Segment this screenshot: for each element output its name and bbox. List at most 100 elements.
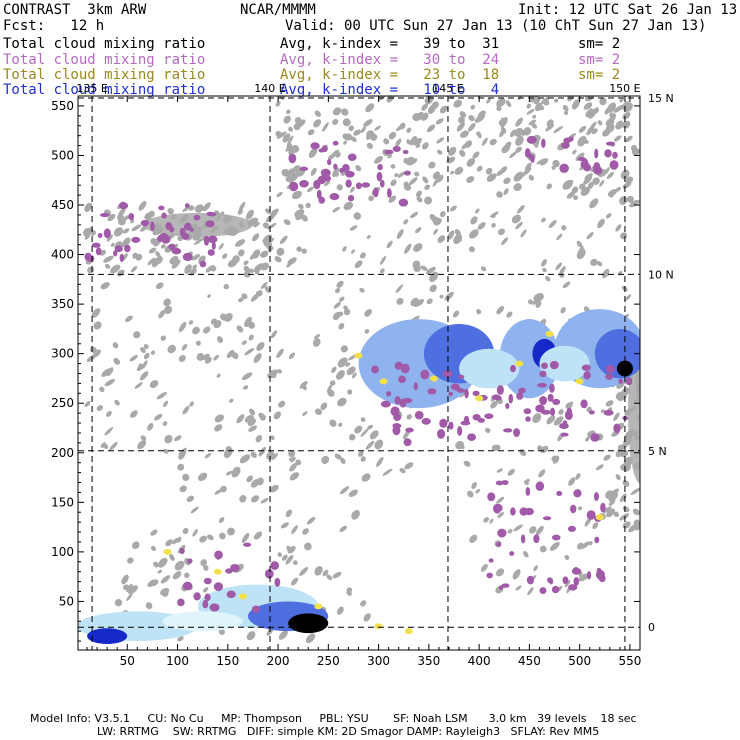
- gray-cloud-cell: [629, 199, 640, 208]
- gray-cloud-cell: [113, 227, 124, 237]
- gray-cloud-cell: [87, 266, 94, 274]
- purple-cloud-cell: [184, 203, 190, 208]
- gray-cloud-cell: [360, 252, 366, 259]
- gray-cloud-cell: [132, 252, 138, 259]
- purple-cloud-cell: [571, 567, 582, 575]
- gray-cloud-cell: [635, 334, 640, 342]
- gray-cloud-cell: [273, 411, 282, 420]
- gray-cloud-cell: [263, 241, 270, 248]
- gray-cloud-cell: [455, 440, 465, 450]
- gray-cloud-cell: [527, 587, 534, 596]
- gray-cloud-cell: [363, 119, 373, 127]
- purple-cloud-cell: [457, 426, 463, 436]
- gray-cloud-cell: [264, 286, 271, 293]
- gray-cloud-cell: [535, 300, 542, 308]
- gray-cloud-cell: [339, 296, 345, 302]
- footer-physics-info: LW: RRTMG SW: RRTMG DIFF: simple KM: 2D …: [97, 725, 600, 738]
- gray-cloud-cell: [606, 340, 611, 347]
- gray-cloud-cell: [302, 528, 309, 535]
- gray-cloud-cell: [373, 363, 382, 370]
- gray-cloud-cell: [260, 262, 270, 271]
- gray-cloud-cell: [453, 99, 462, 108]
- field-range-3: Avg, k-index = 23 to 18: [280, 67, 500, 83]
- gray-cloud-cell: [526, 108, 535, 115]
- gray-cloud-cell: [491, 212, 497, 219]
- gray-cloud-cell: [496, 98, 506, 108]
- gray-cloud-cell: [203, 564, 209, 571]
- field-sm-1: sm= 2: [578, 36, 621, 52]
- gray-cloud-cell: [233, 563, 244, 573]
- gray-cloud-cell: [587, 181, 594, 190]
- field-name-1: Total cloud mixing ratio: [3, 36, 206, 52]
- gray-cloud-cell: [244, 316, 253, 328]
- gray-cloud-cell: [567, 132, 576, 140]
- gray-cloud-cell: [340, 457, 346, 464]
- gray-cloud-cell: [393, 411, 403, 420]
- gray-cloud-cell: [207, 294, 211, 298]
- gray-cloud-cell: [439, 105, 448, 114]
- gray-cloud-cell: [406, 127, 412, 133]
- purple-cloud-cell: [551, 585, 560, 594]
- gray-cloud-cell: [579, 165, 585, 171]
- gray-cloud-cell: [174, 435, 182, 442]
- gray-cloud-cell: [84, 202, 93, 213]
- purple-cloud-cell: [604, 149, 612, 158]
- gray-cloud-cell: [577, 506, 583, 511]
- purple-cloud-cell: [524, 148, 531, 158]
- purple-cloud-cell: [182, 252, 193, 262]
- forecast-hour: Fcst: 12 h: [3, 18, 105, 34]
- purple-cloud-cell: [526, 135, 537, 144]
- gray-cloud-cell: [332, 206, 341, 213]
- purple-cloud-cell: [501, 583, 510, 588]
- gray-cloud-cell: [580, 541, 590, 549]
- blue-cloud-region: [288, 613, 329, 634]
- gray-cloud-cell: [203, 326, 211, 334]
- gray-cloud-cell: [608, 113, 617, 123]
- gray-cloud-cell: [586, 406, 592, 413]
- gray-cloud-cell: [478, 134, 482, 139]
- gray-cloud-cell: [495, 396, 503, 405]
- gray-cloud-cell: [542, 267, 547, 273]
- gray-cloud-cell: [395, 138, 402, 147]
- purple-cloud-cell: [510, 364, 517, 373]
- purple-cloud-cell: [321, 145, 328, 153]
- gray-cloud-cell: [168, 233, 175, 239]
- yellow-cloud-cell: [429, 375, 438, 382]
- gray-cloud-cell: [189, 225, 197, 234]
- purple-cloud-cell: [509, 551, 515, 556]
- purple-cloud-cell: [377, 163, 383, 171]
- gray-cloud-cell: [140, 347, 146, 354]
- gray-cloud-cell: [410, 297, 419, 307]
- gray-cloud-cell: [532, 114, 537, 119]
- yellow-cloud-cell: [595, 514, 604, 521]
- gray-cloud-cell: [289, 457, 294, 463]
- gray-cloud-cell: [606, 171, 614, 179]
- gray-cloud-cell: [223, 229, 231, 236]
- y-tick-label: 450: [51, 198, 74, 212]
- gray-cloud-cell: [539, 545, 547, 553]
- gray-cloud-cell: [314, 566, 323, 576]
- gray-cloud-cell: [342, 118, 351, 127]
- gray-cloud-cell: [539, 158, 549, 166]
- gray-cloud-cell: [296, 246, 302, 252]
- purple-cloud-cell: [372, 187, 379, 198]
- purple-cloud-cell: [402, 397, 413, 404]
- purple-cloud-cell: [450, 383, 460, 391]
- purple-cloud-cell: [472, 414, 481, 421]
- gray-cloud-cell: [562, 104, 569, 112]
- gray-cloud-cell: [486, 98, 491, 104]
- gray-cloud-cell: [85, 258, 93, 265]
- gray-cloud-cell: [433, 217, 442, 226]
- gray-cloud-cell: [224, 312, 233, 322]
- gray-cloud-cell: [294, 209, 305, 218]
- purple-cloud-cell: [376, 171, 383, 182]
- purple-cloud-cell: [177, 598, 185, 607]
- gray-cloud-cell: [304, 542, 312, 551]
- purple-cloud-cell: [157, 234, 164, 243]
- gray-cloud-cell: [620, 463, 627, 471]
- gray-cloud-cell: [617, 391, 628, 401]
- gray-cloud-cell: [622, 506, 630, 513]
- gray-cloud-cell: [496, 468, 503, 473]
- gray-cloud-cell: [275, 130, 282, 138]
- gray-cloud-cell: [476, 308, 482, 315]
